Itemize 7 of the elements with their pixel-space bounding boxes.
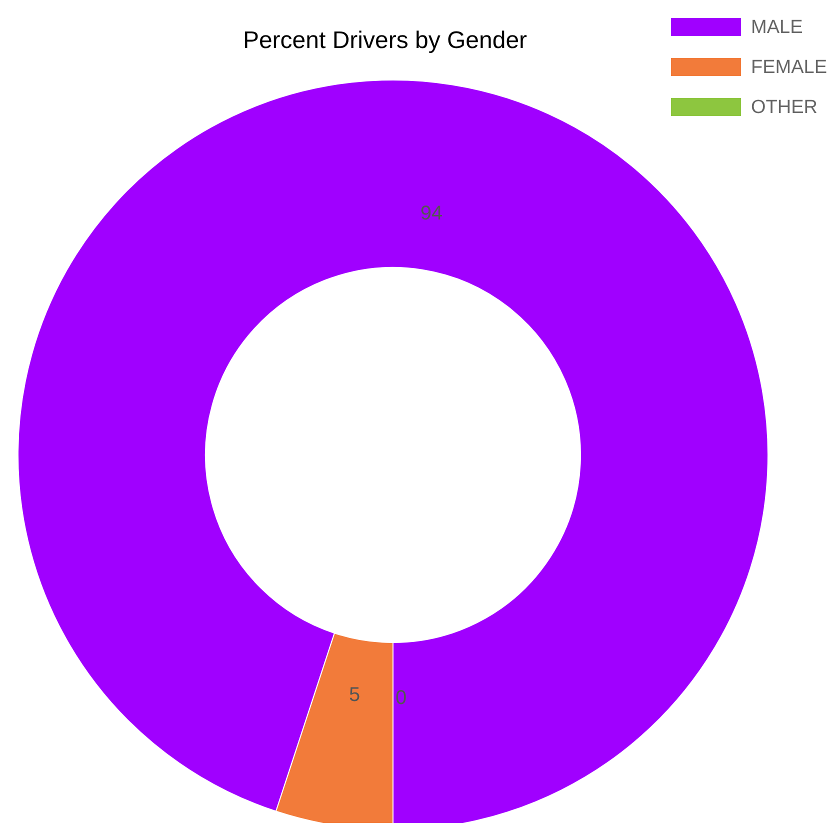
data-label: 5 (348, 684, 360, 706)
text: 0 (395, 687, 407, 710)
legend-label: FEMALE (751, 57, 828, 78)
legend-label: MALE (751, 17, 803, 38)
data-label: 94 (420, 202, 443, 225)
legend-label: OTHER (751, 97, 818, 118)
chart-title: Percent Drivers by Gender (242, 27, 528, 54)
